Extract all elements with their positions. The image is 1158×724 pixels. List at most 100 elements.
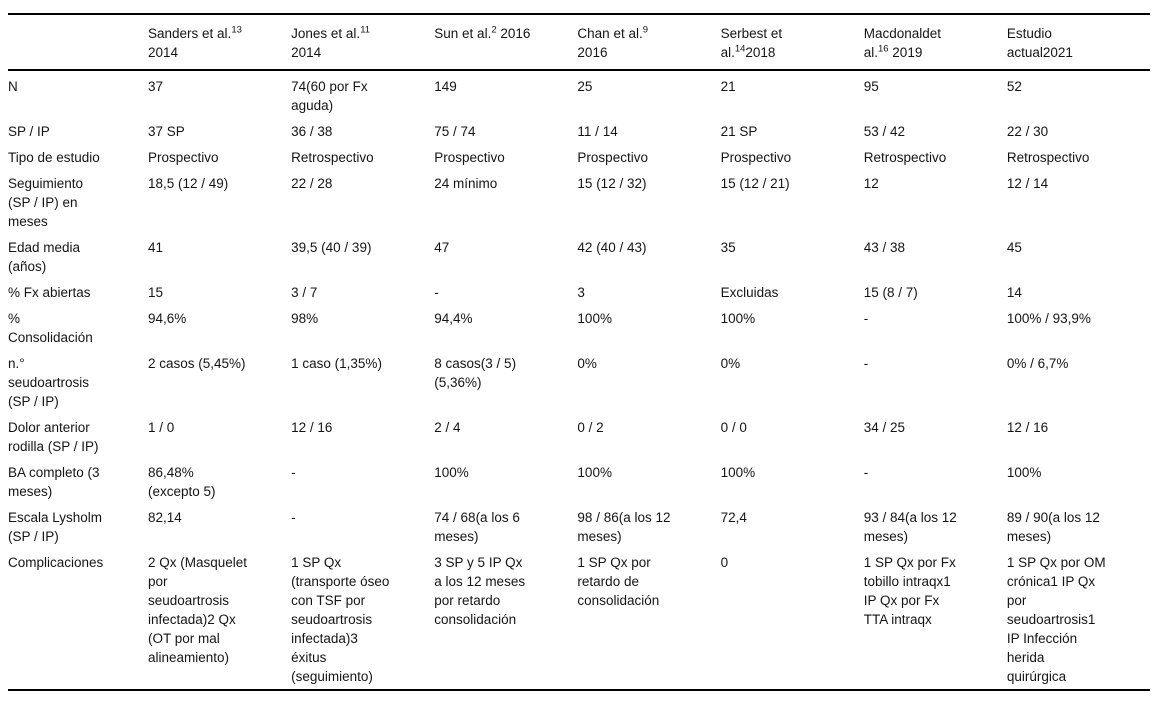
table-cell: 2 Qx (Masquelet por seudoartrosis infect… [148,555,248,665]
row-label: Edad media (años) [8,240,81,274]
table-cell: - [434,285,439,300]
table-cell: - [863,356,869,371]
table-cell: 34 / 25 [863,420,905,435]
study-name: Chan et al. [577,26,643,41]
table-cell: 37 SP [148,124,185,139]
reference-superscript: 2 [491,24,497,36]
study-name: Estudio actual2021 [1006,26,1073,60]
study-year: 2018 [745,45,776,60]
study-name: Sun et al. [434,26,492,41]
table-cell: 36 / 38 [291,124,333,139]
column-header-study: Jones et al.11 2014 [291,14,434,70]
study-name: Macdonaldet al. [863,26,942,60]
table-cell: 1 caso (1,35%) [291,356,382,371]
table-cell: 149 [434,79,457,94]
table-row: Edad media (años) 41 39,5 (40 / 39) 47 42 (4… [8,234,1150,279]
table-head: Sanders et al.13 2014 Jones et al.11 2014… [8,14,1150,70]
table-cell: 12 / 16 [1006,420,1049,435]
study-year: 2014 [148,45,179,60]
row-label: Dolor anterior rodilla (SP / IP) [8,420,99,454]
table-cell: 15 (8 / 7) [863,285,918,300]
table-cell: 2 casos (5,45%) [148,356,246,371]
table-cell: 24 mínimo [434,176,498,191]
table-cell: 2 / 4 [434,420,461,435]
table-cell: - [863,465,869,480]
table-cell: 100% [577,311,612,326]
table-cell: 15 [148,285,164,300]
study-name: Sanders et al. [148,26,232,41]
column-header-blank [8,14,148,70]
table-cell: 89 / 90(a los 12 meses) [1006,510,1100,544]
column-header-study: Serbest et al.142018 [721,14,864,70]
column-header-study: Sanders et al.13 2014 [148,14,291,70]
reference-superscript: 13 [231,24,242,36]
table-cell: 0 [720,555,729,570]
table-cell: 43 / 38 [863,240,905,255]
table-cell: - [291,465,296,480]
table-cell: 39,5 (40 / 39) [291,240,372,255]
table-cell: 0 / 0 [720,420,747,435]
study-year: 2014 [291,45,322,60]
table-cell: 0% [720,356,741,371]
study-year: 2016 [577,45,608,60]
table-cell: - [291,510,296,525]
table-cell: Prospectivo [577,150,648,165]
table-cell: 1 SP Qx por OM crónica1 IP Qx por seudoa… [1006,555,1106,684]
reference-superscript: 11 [360,24,371,36]
study-year: 2019 [888,45,923,60]
table-cell: 0 / 2 [577,420,604,435]
table-cell: Retrospectivo [863,150,947,165]
table-cell: 100% [720,465,756,480]
study-year: 2016 [496,26,531,41]
table-cell: 14 [1006,285,1022,300]
table-cell: 47 [434,240,450,255]
studies-comparison-table: Sanders et al.13 2014 Jones et al.11 2014… [8,13,1150,691]
table-cell: 12 [863,176,879,191]
row-label: N [8,79,18,94]
table-cell: 82,14 [148,510,182,525]
table-cell: Prospectivo [148,150,219,165]
table-cell: 93 / 84(a los 12 meses) [863,510,957,544]
table-cell: 100% [720,311,756,326]
table-cell: 25 [577,79,593,94]
table-cell: 72,4 [720,510,747,525]
reference-superscript: 9 [642,24,649,36]
document-page: Sanders et al.13 2014 Jones et al.11 2014… [8,13,1150,691]
table-cell: 52 [1006,79,1022,94]
study-name: Serbest et al. [720,26,783,60]
column-header-study: Estudio actual2021 [1007,14,1150,70]
study-name: Jones et al. [291,26,361,41]
table-cell: Retrospectivo [1006,150,1090,165]
table-body: N 37 74(60 por Fx aguda) 149 25 21 95 52 SP / IP… [8,70,1150,690]
table-row: Seguimiento (SP / IP) en meses 18,5 (12 /… [8,170,1150,234]
row-label: SP / IP [8,124,50,139]
table-cell: 3 SP y 5 IP Qx a los 12 meses por retard… [434,555,526,627]
table-header-row: Sanders et al.13 2014 Jones et al.11 2014… [8,14,1150,70]
table-cell: 11 / 14 [577,124,618,139]
table-row: Dolor anterior rodilla (SP / IP) 1 / 0 12 … [8,414,1150,459]
table-cell: 86,48% (excepto 5) [148,465,216,499]
table-cell: 15 (12 / 21) [720,176,790,191]
row-label: Tipo de estudio [8,150,100,165]
table-cell: 98 / 86(a los 12 meses) [577,510,671,544]
table-cell: 75 / 74 [434,124,476,139]
table-cell: 100% [434,465,469,480]
table-row: Tipo de estudio Prospectivo Retrospectivo P… [8,144,1150,170]
table-cell: 1 SP Qx por Fx tobillo intraqx1 IP Qx po… [863,555,956,627]
table-cell: 1 SP Qx por retardo de consolidación [577,555,660,608]
table-cell: 94,4% [434,311,473,326]
table-cell: 35 [720,240,736,255]
reference-superscript: 16 [877,43,889,55]
table-cell: 37 [148,79,164,94]
column-header-study: Sun et al.2 2016 [434,14,577,70]
table-cell: 53 / 42 [863,124,905,139]
table-cell: - [863,311,869,326]
row-label: Escala Lysholm (SP / IP) [8,510,103,544]
table-cell: 95 [863,79,879,94]
table-row: Complicaciones 2 Qx (Masquelet por seudoa… [8,549,1150,690]
table-row: BA completo (3 meses) 86,48% (excepto 5) -… [8,459,1150,504]
table-cell: 8 casos(3 / 5) (5,36%) [434,356,517,390]
row-label: % Consolidación [8,311,93,345]
table-cell: Retrospectivo [291,150,374,165]
table-cell: 12 / 16 [291,420,333,435]
